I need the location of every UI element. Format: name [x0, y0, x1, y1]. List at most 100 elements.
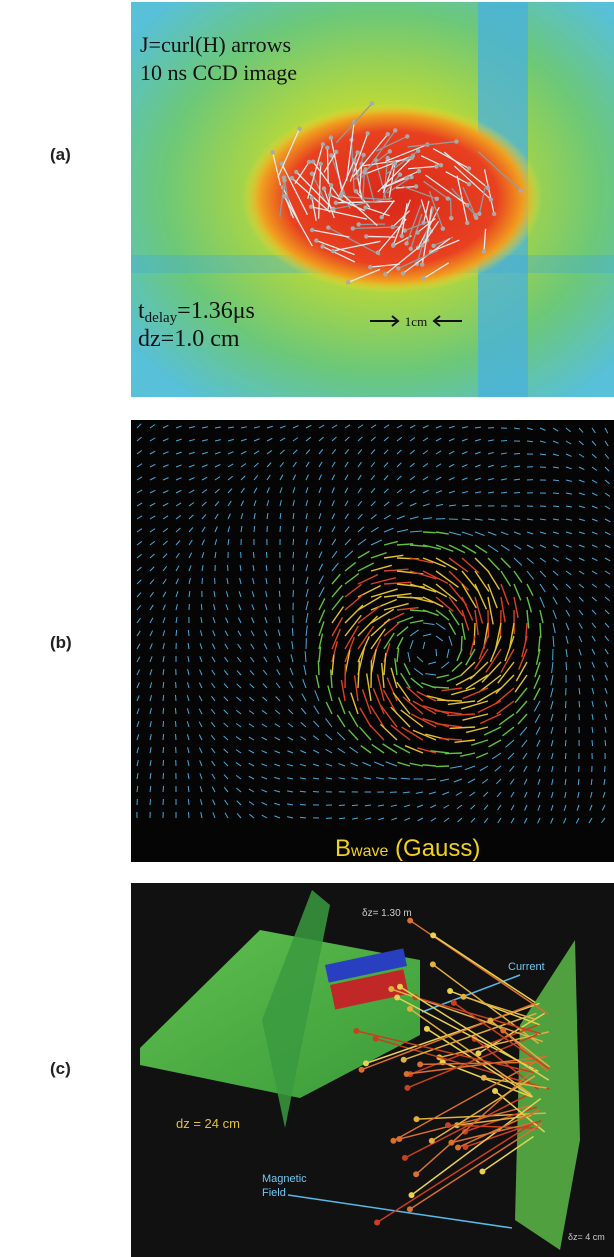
field-vector — [175, 604, 178, 611]
field-vector — [199, 630, 203, 637]
field-vector — [201, 426, 208, 429]
field-vector — [500, 491, 508, 494]
field-vector — [312, 720, 320, 728]
field-vector — [188, 552, 193, 559]
field-vector — [404, 817, 411, 821]
field-vector — [591, 479, 598, 484]
field-vector — [149, 553, 155, 559]
arrow — [328, 227, 381, 256]
field-vector — [409, 570, 437, 580]
field-vector — [461, 557, 479, 574]
field-vector — [464, 765, 476, 771]
field-vector — [357, 660, 361, 689]
arrow-head — [434, 164, 439, 169]
field-vector — [211, 656, 216, 663]
field-vector — [478, 635, 489, 660]
field-vector — [591, 466, 598, 471]
field-vector — [344, 436, 350, 442]
field-vector — [500, 439, 508, 442]
field-vector — [497, 661, 515, 684]
annotation: 1cm — [405, 314, 427, 329]
field-vector — [434, 709, 463, 715]
field-vector — [331, 449, 337, 455]
field-vector — [422, 503, 430, 507]
field-vector — [456, 1114, 532, 1127]
field-vector — [226, 578, 229, 585]
field-vector — [522, 752, 528, 760]
field-vector — [526, 609, 530, 629]
field-vector — [483, 817, 489, 824]
field-vector — [448, 425, 455, 429]
field-vector — [162, 553, 168, 559]
field-vector — [513, 544, 522, 550]
field-vector — [275, 682, 281, 689]
field-vector — [578, 700, 581, 708]
field-vector — [266, 462, 272, 468]
field-vector — [535, 648, 541, 665]
field-vector — [431, 1075, 536, 1142]
arrow-head — [390, 1137, 397, 1144]
field-vector — [201, 439, 208, 442]
field-vector — [136, 604, 142, 611]
field-vector — [604, 687, 608, 694]
field-vector — [149, 515, 156, 520]
field-vector — [489, 1019, 551, 1068]
annotation: 10 ns CCD image — [140, 60, 297, 85]
field-vector — [591, 648, 596, 655]
field-vector — [336, 714, 346, 728]
field-vector — [331, 550, 338, 559]
field-vector — [412, 700, 437, 715]
field-vector — [299, 790, 307, 793]
field-vector — [149, 785, 152, 793]
field-vector — [604, 583, 611, 588]
field-vector — [252, 578, 255, 585]
annotation: =1.36μs — [177, 298, 255, 324]
field-vector — [435, 463, 442, 468]
field-vector — [578, 531, 585, 535]
field-vector — [465, 1120, 542, 1148]
arrow-head — [297, 126, 302, 131]
field-vector — [312, 777, 320, 780]
field-vector — [447, 713, 476, 717]
arrow-head — [447, 988, 454, 995]
field-vector — [136, 773, 139, 780]
field-vector — [526, 440, 534, 443]
annotation: dz=1.0 cm — [138, 326, 240, 352]
field-vector — [227, 426, 234, 429]
field-vector — [162, 438, 169, 442]
arrow — [333, 197, 393, 210]
field-vector — [136, 592, 142, 598]
arrow-head — [397, 172, 403, 177]
field-vector — [397, 761, 411, 767]
arrow — [352, 133, 389, 177]
field-vector — [223, 735, 229, 741]
field-vector — [422, 764, 437, 767]
field-vector — [370, 618, 391, 637]
field-vector — [447, 1124, 538, 1129]
field-vector — [252, 565, 255, 572]
arrow-head — [362, 169, 367, 175]
field-vector — [604, 739, 607, 747]
field-vector — [422, 570, 449, 584]
field-vector — [357, 615, 378, 637]
field-vector — [162, 578, 167, 585]
field-vector — [331, 461, 336, 468]
field-vector — [149, 708, 152, 715]
field-vector — [175, 629, 178, 637]
field-vector — [174, 720, 177, 728]
field-vector — [303, 664, 307, 676]
field-vector — [136, 708, 140, 715]
field-vector — [200, 617, 203, 624]
field-vector — [578, 622, 583, 629]
field-vector — [239, 564, 242, 572]
field-vector — [455, 674, 476, 686]
arrow-head — [318, 161, 323, 166]
arrow — [392, 210, 411, 228]
field-vector — [292, 500, 295, 507]
field-vector — [578, 427, 584, 433]
field-vector — [380, 705, 398, 728]
field-vector — [441, 661, 450, 669]
field-vector — [357, 461, 362, 468]
field-vector — [539, 557, 547, 563]
field-vector — [448, 438, 455, 442]
